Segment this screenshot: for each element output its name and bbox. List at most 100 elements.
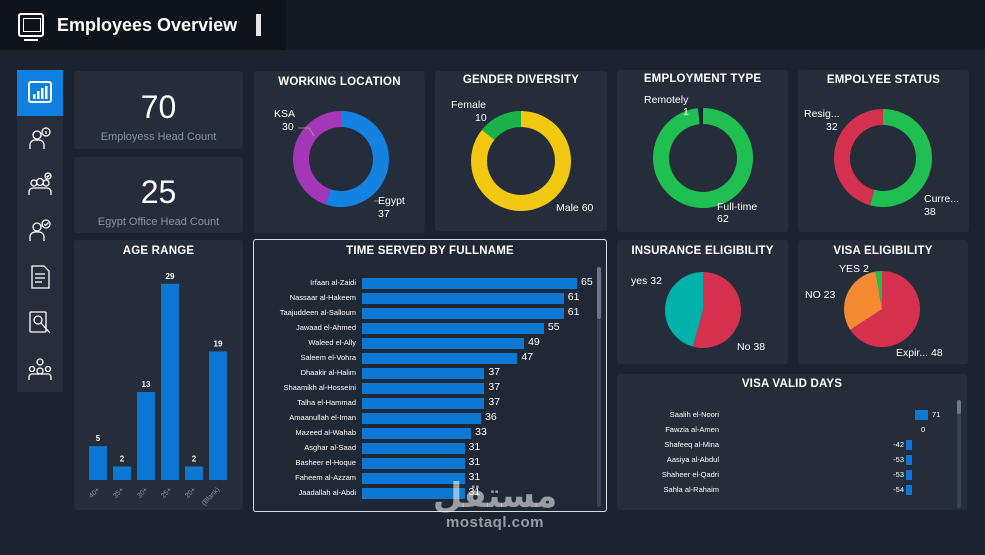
wl-slice-ksa[interactable] bbox=[293, 111, 341, 205]
visa-valid-days-scroll-thumb[interactable] bbox=[957, 400, 961, 414]
visa-slice-no[interactable] bbox=[844, 271, 882, 330]
time-served-bar[interactable] bbox=[362, 458, 465, 469]
visa-days-bar[interactable] bbox=[906, 455, 912, 465]
time-served-bar[interactable] bbox=[362, 368, 485, 379]
age-range-chart: 5 40+ 2 35+ 13 30+ 29 25+ 2 20+ 19 (Blank) bbox=[88, 272, 227, 507]
es-slice-resig[interactable] bbox=[834, 109, 883, 206]
age-bar-2[interactable] bbox=[137, 392, 155, 480]
visa-slice-expir[interactable] bbox=[850, 271, 920, 347]
wl-egypt-label: Egypt bbox=[378, 195, 405, 207]
age-tick-label-5: (Blank) bbox=[201, 486, 222, 507]
time-served-name: Talha el-Hammad bbox=[297, 398, 356, 407]
sidebar-item-employee-approve[interactable] bbox=[17, 208, 63, 254]
employee-check-icon bbox=[29, 219, 51, 241]
time-served-row: Basheer el-Hoque 31 bbox=[254, 456, 608, 471]
visa-days-value: -53 bbox=[893, 455, 904, 464]
age-bar-value-1: 2 bbox=[120, 454, 125, 463]
time-served-bar[interactable] bbox=[362, 428, 472, 439]
time-served-scroll-thumb[interactable] bbox=[597, 267, 601, 319]
age-bar-5[interactable] bbox=[209, 351, 227, 480]
ins-yes-label: yes bbox=[631, 275, 648, 287]
watermark-url: mostaql.com bbox=[445, 514, 545, 531]
time-served-bar[interactable] bbox=[362, 443, 465, 454]
time-served-bar[interactable] bbox=[362, 323, 544, 334]
es-slice-curre[interactable] bbox=[869, 109, 932, 207]
employment-type-donut bbox=[653, 108, 753, 208]
visa-expired-label: Expir... bbox=[896, 347, 929, 359]
visa-valid-days-title: VISA VALID DAYS bbox=[741, 378, 843, 390]
age-bar-1[interactable] bbox=[113, 466, 131, 480]
gd-slice-female[interactable] bbox=[481, 111, 521, 140]
age-bar-3[interactable] bbox=[161, 283, 179, 480]
time-served-bar[interactable] bbox=[362, 293, 564, 304]
time-served-name: Waleed el-Ally bbox=[308, 338, 356, 347]
wl-slice-egypt[interactable] bbox=[325, 111, 389, 207]
visa-days-value: -54 bbox=[893, 485, 904, 494]
time-served-value: 31 bbox=[468, 471, 481, 483]
time-served-row: Amaanullah el-Iman 36 bbox=[254, 411, 608, 426]
time-served-bar[interactable] bbox=[362, 473, 465, 484]
time-served-value: 55 bbox=[547, 321, 560, 333]
time-served-value: 37 bbox=[488, 381, 501, 393]
gender-diversity-title: GENDER DIVERSITY bbox=[462, 74, 580, 86]
sidebar-item-organization[interactable] bbox=[17, 346, 63, 392]
visa-days-name: Shaheer el-Qadri bbox=[661, 470, 719, 479]
time-served-bar[interactable] bbox=[362, 488, 465, 499]
time-served-scrollbar[interactable] bbox=[597, 267, 601, 507]
time-served-value: 49 bbox=[528, 336, 540, 348]
visa-days-bar[interactable] bbox=[906, 485, 912, 495]
visa-days-name: Shafeeq al-Mina bbox=[664, 440, 719, 449]
time-served-value: 37 bbox=[488, 366, 501, 378]
wl-ksa-label: KSA bbox=[274, 108, 296, 120]
search-person-icon bbox=[29, 311, 51, 334]
visa-valid-days-card: VISA VALID DAYS Saalih el-Noori 71 Fawzia … bbox=[617, 374, 967, 510]
time-served-value: 61 bbox=[567, 291, 580, 303]
sidebar-item-search-employee[interactable] bbox=[17, 300, 63, 346]
sidebar-item-documents[interactable] bbox=[17, 254, 63, 300]
working-location-card: WORKING LOCATION KSA 30 Egypt 37 bbox=[254, 71, 425, 233]
insurance-card: INSURANCE ELIGIBILITY yes 32 No 38 bbox=[617, 240, 788, 364]
time-served-bar[interactable] bbox=[362, 353, 518, 364]
time-served-row: Waleed el-Ally 49 bbox=[254, 336, 608, 351]
employee-status-title: EMPOLYEE STATUS bbox=[826, 74, 941, 86]
watermark-arabic: مستقل bbox=[432, 476, 558, 516]
ins-slice-yes[interactable] bbox=[665, 272, 703, 347]
gender-diversity-card: GENDER DIVERSITY Female 10 Male 60 bbox=[435, 71, 607, 231]
time-served-value: 31 bbox=[468, 456, 481, 468]
gd-slice-male[interactable] bbox=[471, 111, 571, 211]
visa-days-bar[interactable] bbox=[906, 470, 912, 480]
ins-no-label: No bbox=[737, 341, 751, 353]
sidebar bbox=[17, 70, 63, 392]
dashboard-logo-icon bbox=[18, 13, 44, 41]
time-served-bar[interactable] bbox=[362, 278, 577, 289]
employee-status-card: EMPOLYEE STATUS Resig... 32 Curre... 38 bbox=[798, 70, 969, 232]
sidebar-item-employee-info[interactable] bbox=[17, 116, 63, 162]
age-bar-4[interactable] bbox=[185, 466, 203, 480]
time-served-bar[interactable] bbox=[362, 338, 525, 349]
time-served-value: 33 bbox=[475, 426, 487, 438]
time-served-bar[interactable] bbox=[362, 308, 564, 319]
ins-slice-no[interactable] bbox=[692, 272, 741, 348]
gd-male-value: 60 bbox=[581, 202, 594, 214]
visa-days-bar[interactable] bbox=[906, 440, 912, 450]
time-served-bar[interactable] bbox=[362, 413, 482, 424]
age-bar-0[interactable] bbox=[89, 446, 107, 480]
visa-days-row: Shafeeq al-Mina -42 bbox=[617, 438, 967, 452]
visa-slice-yes[interactable] bbox=[875, 271, 882, 309]
time-served-bar[interactable] bbox=[362, 383, 485, 394]
time-served-row: Taajuddeen al-Salloum 61 bbox=[254, 306, 608, 321]
kpi-headcount-value: 70 bbox=[140, 89, 177, 125]
et-slice-remotely[interactable] bbox=[698, 108, 703, 125]
working-location-donut bbox=[293, 111, 389, 207]
age-bar-value-0: 5 bbox=[96, 434, 101, 443]
visa-valid-days-scrollbar[interactable] bbox=[957, 400, 961, 508]
sidebar-item-team-status[interactable] bbox=[17, 162, 63, 208]
age-bar-value-3: 29 bbox=[166, 272, 175, 281]
et-slice-fulltime[interactable] bbox=[653, 108, 753, 208]
time-served-bar[interactable] bbox=[362, 398, 485, 409]
document-icon bbox=[31, 265, 50, 289]
employment-type-card: EMPLOYMENT TYPE Remotely 1 Full-time 62 bbox=[617, 70, 788, 232]
visa-days-bar[interactable] bbox=[915, 410, 928, 420]
bar-chart-icon bbox=[28, 81, 52, 103]
sidebar-item-overview[interactable] bbox=[17, 70, 63, 116]
